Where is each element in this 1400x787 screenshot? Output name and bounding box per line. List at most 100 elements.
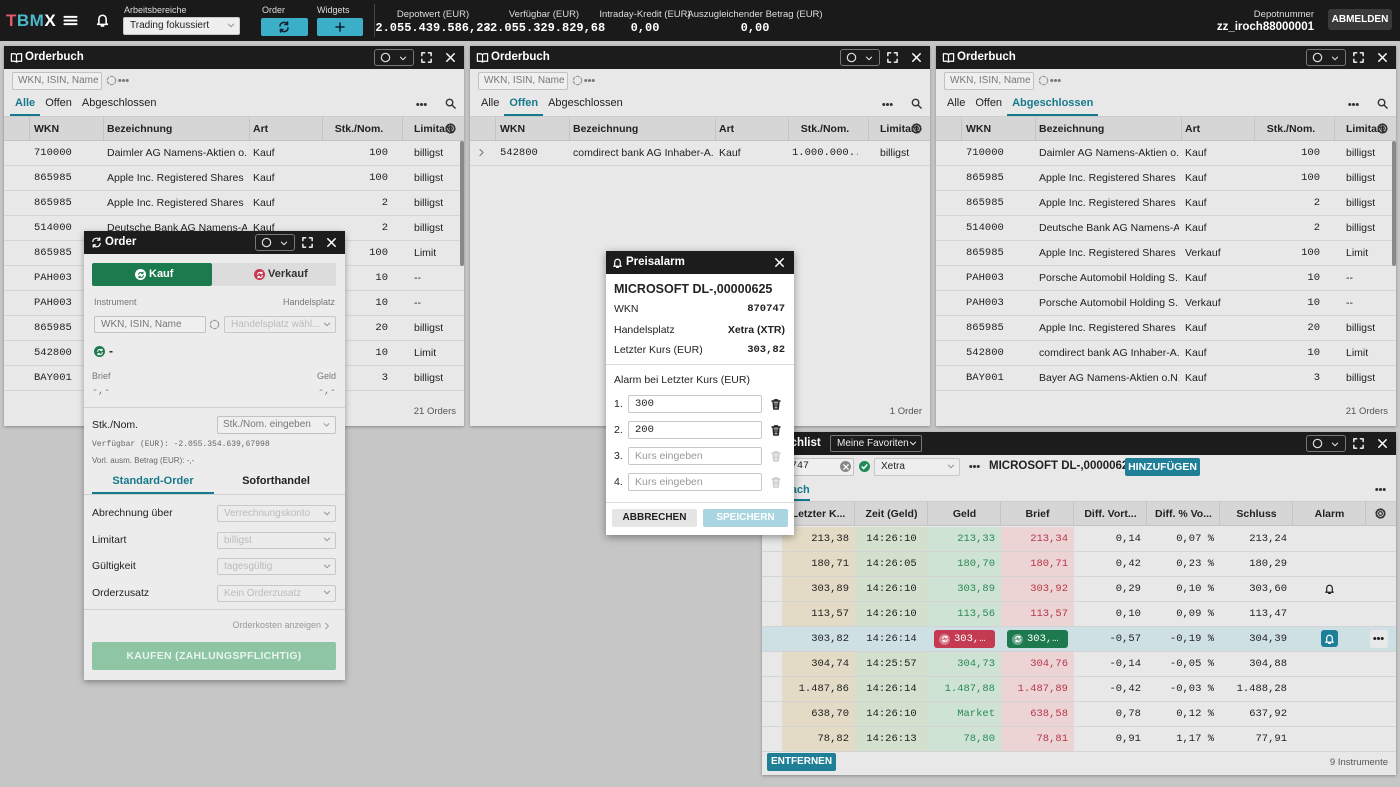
tab[interactable]: Abgeschlossen	[1007, 93, 1099, 116]
column-separator	[569, 117, 570, 141]
alarm-input[interactable]: 300	[628, 395, 762, 413]
cell: 304,73	[928, 652, 1001, 676]
icon-part	[96, 348, 103, 355]
dots-icon	[415, 98, 428, 111]
alarm-input[interactable]: 200	[628, 421, 762, 439]
view-select[interactable]	[1306, 435, 1346, 452]
cell: 303,92	[1001, 577, 1074, 601]
tab[interactable]: Alle	[947, 97, 966, 109]
table-row[interactable]: 865985 Apple Inc. Registered Shares ... Ka…	[4, 191, 464, 216]
table-row[interactable]: BAY001 Bayer AG Namens-Aktien o.N. Kauf 3 bi…	[936, 366, 1396, 391]
table-row[interactable]: 180,71 14:26:05 180,70 180,71 0,42 0,23 % 180,…	[762, 552, 1396, 577]
icon-part	[969, 464, 980, 469]
table-row[interactable]: 542800 comdirect bank AG Inhaber-A... Kauf…	[470, 141, 930, 166]
table-row[interactable]: 1.487,86 14:26:14 1.487,88 1.487,89 -0,42 -0,…	[762, 677, 1396, 702]
table-row[interactable]: 638,70 14:26:10 Market 638,58 0,78 0,12 % 637,…	[762, 702, 1396, 727]
save-button[interactable]: SPEICHERN	[703, 509, 788, 527]
workspace-label: Arbeitsbereiche	[124, 5, 187, 15]
view-select[interactable]	[374, 49, 414, 66]
icon-part	[1375, 508, 1386, 519]
venue-select[interactable]: Xetra	[874, 458, 960, 476]
tab[interactable]: Alle	[10, 93, 41, 116]
cancel-button[interactable]: ABBRECHEN	[612, 509, 697, 527]
icon-part	[63, 15, 78, 26]
view-select[interactable]	[255, 234, 295, 251]
table-row[interactable]: 304,74 14:25:57 304,73 304,76 -0,14 -0,05 % 30…	[762, 652, 1396, 677]
cell: Apple Inc. Registered Shares ...	[1039, 197, 1179, 209]
row-menu[interactable]	[1370, 630, 1388, 648]
cell: 865985	[34, 247, 72, 259]
field-select[interactable]: Verrechnungskonto	[217, 505, 336, 522]
table-row[interactable]: 303,89 14:26:10 303,89 303,92 0,29 0,10 % 303,…	[762, 577, 1396, 602]
alarm-input[interactable]: Kurs eingeben	[628, 447, 762, 465]
table-row[interactable]: 710000 Daimler AG Namens-Aktien o.N. Kauf 1…	[936, 141, 1396, 166]
view-select[interactable]	[1306, 49, 1346, 66]
table-row[interactable]: 865985 Apple Inc. Registered Shares ... Ka…	[4, 166, 464, 191]
gear-icon	[444, 122, 457, 135]
depot-number: zz_iroch88000001	[1216, 21, 1314, 33]
table-row[interactable]: 78,82 14:26:13 78,80 78,81 0,91 1,17 % 77,91	[762, 727, 1396, 752]
table-row[interactable]: 542800 comdirect bank AG Inhaber-A... Kauf…	[936, 341, 1396, 366]
icon-part	[1377, 98, 1386, 107]
icon-part	[416, 102, 427, 107]
alarm-active[interactable]	[1321, 630, 1338, 647]
field-select[interactable]: billigst	[217, 531, 336, 549]
sell-button[interactable]: Verkauf	[212, 263, 336, 286]
icon-part	[280, 241, 288, 246]
search-input[interactable]: WKN, ISIN, Name	[478, 72, 568, 90]
tab[interactable]: Alle	[481, 97, 500, 109]
view-select[interactable]	[840, 49, 880, 66]
search-input[interactable]: WKN, ISIN, Name	[12, 72, 102, 90]
table-row[interactable]: 865985 Apple Inc. Registered Shares ... Ka…	[936, 166, 1396, 191]
venue-select[interactable]: Handelsplatz wähl...	[224, 316, 336, 333]
field-label: Gültigkeit	[92, 560, 136, 572]
icon-part	[1331, 442, 1339, 447]
table-row[interactable]: PAH003 Porsche Automobil Holding S... Verk…	[936, 291, 1396, 316]
workspace-select[interactable]: Trading fokussiert	[123, 17, 240, 35]
submit-button[interactable]: KAUFEN (ZAHLUNGSPFLICHTIG)	[92, 642, 336, 670]
table-row[interactable]: 865985 Apple Inc. Registered Shares ... Ka…	[936, 316, 1396, 341]
logo-letter: M	[29, 11, 45, 30]
table-row[interactable]: PAH003 Porsche Automobil Holding S... Kauf…	[936, 266, 1396, 291]
table-row[interactable]: 213,38 14:26:10 213,33 213,34 0,14 0,07 % 213,…	[762, 527, 1396, 552]
tab[interactable]: Offen	[45, 97, 72, 109]
order-button[interactable]	[261, 18, 308, 36]
tab[interactable]: Abgeschlossen	[81, 97, 157, 109]
cell-value: 304,74	[811, 658, 849, 670]
field-select-text: tagesgültig	[224, 561, 273, 572]
add-button[interactable]: HINZUFÜGEN	[1125, 458, 1200, 476]
widgets-button[interactable]	[317, 18, 363, 36]
tab[interactable]: Abgeschlossen	[548, 97, 623, 109]
logout-button[interactable]: ABMELDEN	[1328, 9, 1392, 30]
table-row[interactable]: 865985 Apple Inc. Registered Shares ... Ka…	[936, 191, 1396, 216]
tab[interactable]: Standard-Order	[92, 475, 214, 494]
tab[interactable]: Soforthandel	[242, 475, 310, 487]
cell-value: 180,71	[811, 558, 849, 570]
remove-button[interactable]: ENTFERNEN	[767, 753, 836, 771]
detail-label: Handelsplatz	[614, 323, 675, 336]
table-row[interactable]: 303,82 14:26:14 303,… 303,… -0,57 -0,19 % 304,…	[762, 627, 1396, 652]
tab[interactable]: Offen	[975, 97, 1003, 109]
venue-select-text: Handelsplatz wähl...	[231, 319, 321, 330]
costs-link[interactable]: Orderkosten anzeigen	[232, 620, 321, 630]
table-row[interactable]: 865985 Apple Inc. Registered Shares ... Ve…	[936, 241, 1396, 266]
dots-icon	[1347, 98, 1360, 111]
icon-part	[323, 537, 331, 542]
alarm-input[interactable]: Kurs eingeben	[628, 473, 762, 491]
tab[interactable]: Offen	[504, 93, 544, 116]
search-input[interactable]: WKN, ISIN, Name	[944, 72, 1034, 90]
table-row[interactable]: 710000 Daimler AG Namens-Aktien o.N. Kauf 1…	[4, 141, 464, 166]
field-select[interactable]: tagesgültig	[217, 558, 336, 575]
bell-icon	[611, 256, 624, 269]
icon-part	[1057, 78, 1061, 83]
expand-icon	[420, 51, 433, 64]
buy-button[interactable]: Kauf	[92, 263, 212, 286]
quantity-input[interactable]: Stk./Nom. eingeben	[217, 416, 336, 434]
search-input[interactable]: WKN, ISIN, Name	[94, 316, 206, 333]
icon-part	[10, 53, 23, 63]
table-row[interactable]: 113,57 14:26:10 113,56 113,57 0,10 0,09 % 113,…	[762, 602, 1396, 627]
list-select[interactable]: Meine Favoriten	[830, 435, 922, 452]
table-row[interactable]: 514000 Deutsche Bank AG Namens-A... Kauf 2 b…	[936, 216, 1396, 241]
field-select[interactable]: Kein Orderzusatz	[217, 584, 336, 602]
